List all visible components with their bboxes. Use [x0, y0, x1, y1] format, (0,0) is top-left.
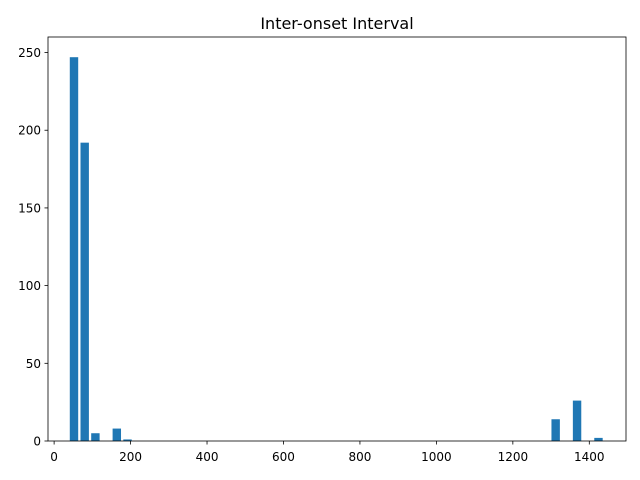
y-tick-label: 200: [18, 124, 41, 138]
y-tick-label: 0: [33, 435, 41, 449]
plot-frame: [47, 36, 627, 442]
x-tick-label: 200: [119, 450, 142, 464]
x-tick-label: 1200: [498, 450, 529, 464]
x-tick-label: 600: [272, 450, 295, 464]
bars-group: [69, 57, 603, 441]
bar-5: [551, 419, 560, 441]
y-tick-label: 250: [18, 46, 41, 60]
x-tick-label: 1000: [421, 450, 452, 464]
y-tick-label: 50: [26, 357, 41, 371]
y-tick-label: 100: [18, 279, 41, 293]
x-axis-ticks: 0 200 400 600 800 1000 1200 1400: [50, 441, 605, 464]
x-tick-label: 400: [196, 450, 219, 464]
x-tick-label: 800: [348, 450, 371, 464]
x-tick-label: 1400: [574, 450, 605, 464]
bar-4: [123, 439, 132, 441]
y-tick-label: 150: [18, 201, 41, 215]
chart-title: Inter-onset Interval: [260, 14, 413, 33]
bar-3: [112, 428, 122, 441]
bar-0: [69, 57, 79, 441]
bar-2: [91, 433, 100, 441]
bar-7: [594, 437, 603, 441]
bar-6: [572, 400, 582, 441]
x-tick-label: 0: [50, 450, 58, 464]
y-axis-ticks: 0 50 100 150 200 250: [18, 46, 48, 449]
bar-1: [80, 142, 89, 441]
